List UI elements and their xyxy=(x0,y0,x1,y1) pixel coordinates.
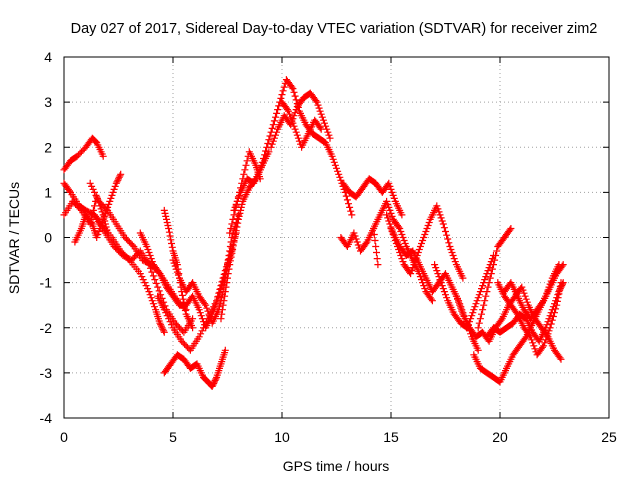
x-tick-labels: 0 5 10 15 20 25 xyxy=(60,429,617,445)
plus-markers xyxy=(474,225,515,332)
series-track-17 xyxy=(339,175,406,219)
y-axis-label: SDTVAR / TECUs xyxy=(6,182,22,294)
y-tick-label: -3 xyxy=(40,365,53,381)
plus-markers xyxy=(278,98,325,151)
series-track-10 xyxy=(160,346,229,390)
series-track-16 xyxy=(278,98,325,151)
y-tick-labels: -4 -3 -2 -1 0 1 2 3 4 xyxy=(40,49,53,426)
x-tick-label: 0 xyxy=(60,429,68,445)
plus-markers xyxy=(452,283,565,363)
x-tick-label: 5 xyxy=(169,429,177,445)
series-track-19 xyxy=(370,197,436,305)
plus-markers xyxy=(500,261,567,323)
plus-markers xyxy=(60,134,107,174)
plus-markers xyxy=(339,175,406,219)
plus-markers xyxy=(93,215,197,336)
plus-markers xyxy=(337,225,382,269)
x-axis-label: GPS time / hours xyxy=(283,458,390,474)
series-track-26 xyxy=(494,279,565,359)
plus-markers xyxy=(494,279,565,359)
x-tick-label: 10 xyxy=(274,429,290,445)
series-track-23 xyxy=(452,283,565,363)
plus-markers xyxy=(267,89,334,151)
y-tick-label: 4 xyxy=(44,49,52,65)
series-track-15 xyxy=(267,89,334,151)
x-tick-label: 15 xyxy=(383,429,399,445)
series-track-14 xyxy=(230,76,356,219)
plus-markers xyxy=(387,202,467,282)
series-track-6 xyxy=(93,215,197,336)
y-tick-label: 0 xyxy=(44,230,52,246)
plus-markers xyxy=(370,197,436,305)
y-tick-label: 2 xyxy=(44,139,52,155)
plus-markers xyxy=(160,346,229,390)
y-tick-label: -4 xyxy=(40,410,53,426)
plus-markers xyxy=(230,76,356,219)
y-tick-label: 3 xyxy=(44,94,52,110)
series-track-18 xyxy=(337,225,382,269)
chart-title: Day 027 of 2017, Sidereal Day-to-day VTE… xyxy=(71,21,598,37)
y-tick-label: 1 xyxy=(44,184,52,200)
x-tick-label: 20 xyxy=(492,429,508,445)
series-track-27 xyxy=(474,225,515,332)
y-tick-label: -1 xyxy=(40,275,53,291)
series-track-2 xyxy=(60,134,107,174)
series-track-28 xyxy=(500,261,567,323)
x-tick-label: 25 xyxy=(601,429,617,445)
data-marks xyxy=(60,76,567,390)
series-track-21 xyxy=(387,202,467,282)
y-tick-label: -2 xyxy=(40,320,53,336)
